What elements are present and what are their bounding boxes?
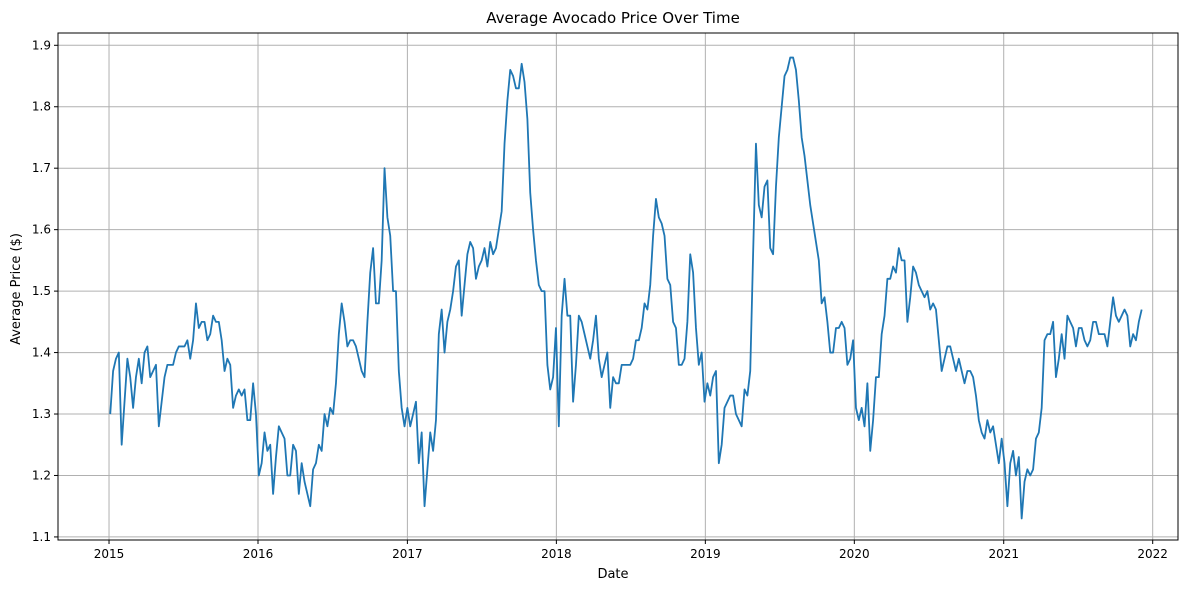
y-tick-label: 1.1 bbox=[32, 530, 51, 544]
x-tick-label: 2021 bbox=[988, 547, 1019, 561]
x-tick-label: 2022 bbox=[1137, 547, 1168, 561]
y-tick-label: 1.8 bbox=[32, 100, 51, 114]
y-tick-label: 1.5 bbox=[32, 284, 51, 298]
x-tick-label: 2019 bbox=[690, 547, 721, 561]
y-tick-label: 1.6 bbox=[32, 223, 51, 237]
y-axis: 1.1 1.2 1.3 1.4 1.5 1.6 1.7 1.8 1.9 bbox=[32, 38, 58, 544]
y-tick-label: 1.9 bbox=[32, 38, 51, 52]
chart-title: Average Avocado Price Over Time bbox=[486, 9, 740, 27]
x-tick-label: 2020 bbox=[839, 547, 870, 561]
series-line-0 bbox=[109, 56, 1143, 520]
x-tick-label: 2015 bbox=[94, 547, 125, 561]
y-axis-title: Average Price ($) bbox=[9, 233, 24, 345]
y-tick-label: 1.2 bbox=[32, 468, 51, 482]
series-layer bbox=[109, 56, 1143, 520]
plot-frame bbox=[57, 32, 1179, 541]
y-tick-label: 1.4 bbox=[32, 346, 51, 360]
y-tick-label: 1.7 bbox=[32, 161, 51, 175]
x-tick-label: 2017 bbox=[392, 547, 423, 561]
x-tick-label: 2018 bbox=[541, 547, 572, 561]
y-tick-label: 1.3 bbox=[32, 407, 51, 421]
x-tick-label: 2016 bbox=[243, 547, 274, 561]
grid-layer bbox=[58, 33, 1178, 540]
x-axis-title: Date bbox=[597, 567, 628, 582]
x-axis: 2015 2016 2017 2018 2019 2020 2021 2022 bbox=[94, 540, 1168, 561]
